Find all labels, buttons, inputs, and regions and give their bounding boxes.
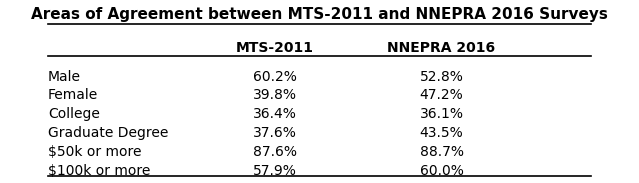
Text: Areas of Agreement between MTS-2011 and NNEPRA 2016 Surveys: Areas of Agreement between MTS-2011 and … <box>31 7 608 22</box>
Text: $50k or more: $50k or more <box>48 145 141 159</box>
Text: 36.1%: 36.1% <box>420 107 463 121</box>
Text: 60.2%: 60.2% <box>253 70 297 84</box>
Text: MTS-2011: MTS-2011 <box>236 41 314 55</box>
Text: 88.7%: 88.7% <box>420 145 463 159</box>
Text: NNEPRA 2016: NNEPRA 2016 <box>387 41 496 55</box>
Text: 60.0%: 60.0% <box>420 164 463 178</box>
Text: 43.5%: 43.5% <box>420 126 463 140</box>
Text: $100k or more: $100k or more <box>48 164 150 178</box>
Text: 87.6%: 87.6% <box>253 145 297 159</box>
Text: 36.4%: 36.4% <box>253 107 297 121</box>
Text: Graduate Degree: Graduate Degree <box>48 126 168 140</box>
Text: Male: Male <box>48 70 81 84</box>
Text: 52.8%: 52.8% <box>420 70 463 84</box>
Text: 57.9%: 57.9% <box>253 164 297 178</box>
Text: 37.6%: 37.6% <box>253 126 297 140</box>
Text: 39.8%: 39.8% <box>253 89 297 102</box>
Text: College: College <box>48 107 100 121</box>
Text: Female: Female <box>48 89 98 102</box>
Text: 47.2%: 47.2% <box>420 89 463 102</box>
